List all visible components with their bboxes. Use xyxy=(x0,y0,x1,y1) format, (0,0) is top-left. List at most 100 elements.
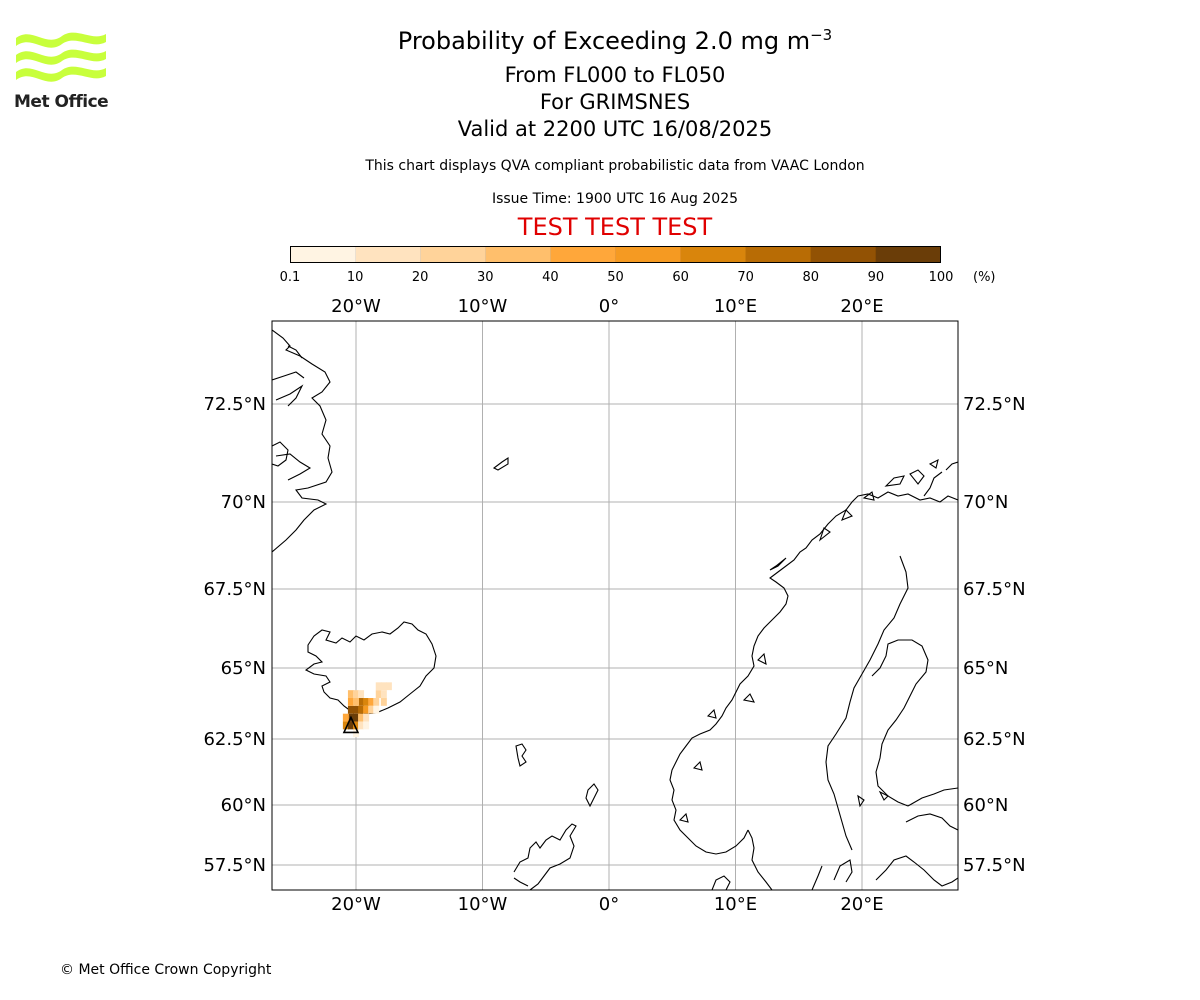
lat-tick-label-left: 65°N xyxy=(221,658,266,679)
colorbar-segment xyxy=(421,247,486,262)
probability-cell xyxy=(347,721,354,730)
lon-tick-label-bottom: 0° xyxy=(599,894,619,915)
probability-cell xyxy=(368,705,375,714)
lat-tick-label-left: 62.5°N xyxy=(203,729,266,750)
greenland-coast xyxy=(272,329,333,553)
colorbar-tick-label: 50 xyxy=(607,270,624,285)
lat-tick-label-right: 65°N xyxy=(963,658,1008,679)
met-office-waves-icon xyxy=(16,32,106,82)
colorbar-segment xyxy=(291,247,356,262)
probability-cell xyxy=(353,713,359,722)
met-office-logo: Met Office xyxy=(14,28,110,114)
lon-tick-label-bottom: 10°E xyxy=(714,894,757,915)
scotland-coast xyxy=(513,823,577,890)
probability-cell xyxy=(347,690,354,698)
probability-cell xyxy=(385,682,392,691)
coastlines xyxy=(272,329,958,890)
probability-cell xyxy=(358,698,365,706)
probability-cell xyxy=(353,729,359,738)
shetland-coast xyxy=(585,783,599,808)
probability-cell xyxy=(353,705,359,714)
probability-cell xyxy=(363,705,370,714)
lon-tick-label-top: 10°E xyxy=(714,296,757,317)
colorbar-segment xyxy=(356,247,421,262)
colorbar-tick-label: 40 xyxy=(542,270,559,285)
colorbar-tick-label: 10 xyxy=(346,270,364,285)
norway-sweden-border xyxy=(825,555,909,851)
colorbar-segment xyxy=(811,247,876,262)
colorbar-segment xyxy=(551,247,616,262)
probability-cell xyxy=(363,698,370,706)
map-gridlines xyxy=(272,321,958,890)
lat-tick-label-left: 70°N xyxy=(221,492,266,513)
colorbar-tick-label: 20 xyxy=(411,270,429,285)
probability-cell xyxy=(342,713,349,722)
lon-tick-label-top: 20°W xyxy=(331,296,381,317)
probability-cell xyxy=(363,713,370,722)
lat-tick-label-right: 57.5°N xyxy=(963,855,1026,876)
probability-cell xyxy=(347,698,354,706)
probability-cell xyxy=(373,705,380,714)
faroe-islands-coast xyxy=(515,743,527,767)
logo-wordmark: Met Office xyxy=(14,92,109,112)
lat-tick-label-right: 62.5°N xyxy=(963,729,1026,750)
lat-tick-label-right: 60°N xyxy=(963,795,1008,816)
probability-cell xyxy=(368,698,375,706)
issue-time: Issue Time: 1900 UTC 16 Aug 2025 xyxy=(491,191,739,207)
map-frame xyxy=(271,320,959,891)
map-tick-labels: 20°W 20°W 10°W 10°W 0° 0° 10°E 10°E 20°E 20°E 72.5… xyxy=(203,296,1025,915)
lon-tick-label-top: 20°E xyxy=(840,296,883,317)
valid-time: Valid at 2200 UTC 16/08/2025 xyxy=(457,117,773,141)
sweden-coast xyxy=(747,829,773,890)
test-banner: TEST TEST TEST xyxy=(517,213,713,241)
gulf-of-bothnia-coast xyxy=(871,639,929,807)
lon-tick-label-top: 0° xyxy=(599,296,619,317)
colorbar-segment xyxy=(876,247,940,262)
flight-level-range: From FL000 to FL050 xyxy=(504,63,726,87)
jan-mayen-coast xyxy=(492,456,509,471)
colorbar-tick-label: 60 xyxy=(672,270,689,285)
lat-tick-label-left: 72.5°N xyxy=(203,394,266,415)
probability-cell xyxy=(358,690,365,698)
iceland-coast xyxy=(304,621,437,715)
colorbar-tick-label: 0.1 xyxy=(279,270,301,285)
colorbar-segment xyxy=(746,247,811,262)
lat-tick-label-right: 72.5°N xyxy=(963,394,1026,415)
volcano-name: For GRIMSNES xyxy=(539,90,691,114)
probability-cell xyxy=(353,721,359,730)
lat-tick-label-left: 67.5°N xyxy=(203,579,266,600)
colorbar-tick-label: 80 xyxy=(802,270,820,285)
lon-tick-label-bottom: 20°W xyxy=(331,894,381,915)
probability-cell xyxy=(380,690,387,698)
lon-tick-label-bottom: 10°W xyxy=(458,894,508,915)
probability-cell xyxy=(375,690,382,698)
colorbar-tick-label: 90 xyxy=(867,270,885,285)
colorbar-segment xyxy=(486,247,551,262)
probability-cell xyxy=(373,698,380,706)
probability-cell xyxy=(358,705,365,714)
probability-cell xyxy=(380,682,387,691)
colorbar-segment xyxy=(681,247,746,262)
lon-tick-label-bottom: 20°E xyxy=(840,894,883,915)
probability-cell xyxy=(353,698,359,706)
probability-cell xyxy=(347,705,354,714)
finland-coast xyxy=(907,787,958,807)
probability-cell xyxy=(342,721,349,730)
probability-cell xyxy=(358,721,365,730)
volcano-marker xyxy=(342,715,360,734)
probability-cell xyxy=(380,698,387,706)
copyright-notice: © Met Office Crown Copyright xyxy=(60,962,272,978)
chart-title: Probability of Exceeding 2.0 mg m−3 xyxy=(397,26,833,55)
colorbar-unit: (%) xyxy=(973,270,996,285)
volcano-triangle-icon xyxy=(342,715,360,734)
lon-tick-label-top: 10°W xyxy=(458,296,508,317)
colorbar-tick-label: 30 xyxy=(477,270,494,285)
probability-cell xyxy=(363,721,370,730)
lat-tick-label-left: 57.5°N xyxy=(203,855,266,876)
lat-tick-label-left: 60°N xyxy=(221,795,266,816)
chart-description: This chart displays QVA compliant probab… xyxy=(365,158,865,174)
probability-cell xyxy=(353,690,359,698)
probability-colorbar xyxy=(290,246,941,263)
probability-heatmap xyxy=(342,682,392,738)
